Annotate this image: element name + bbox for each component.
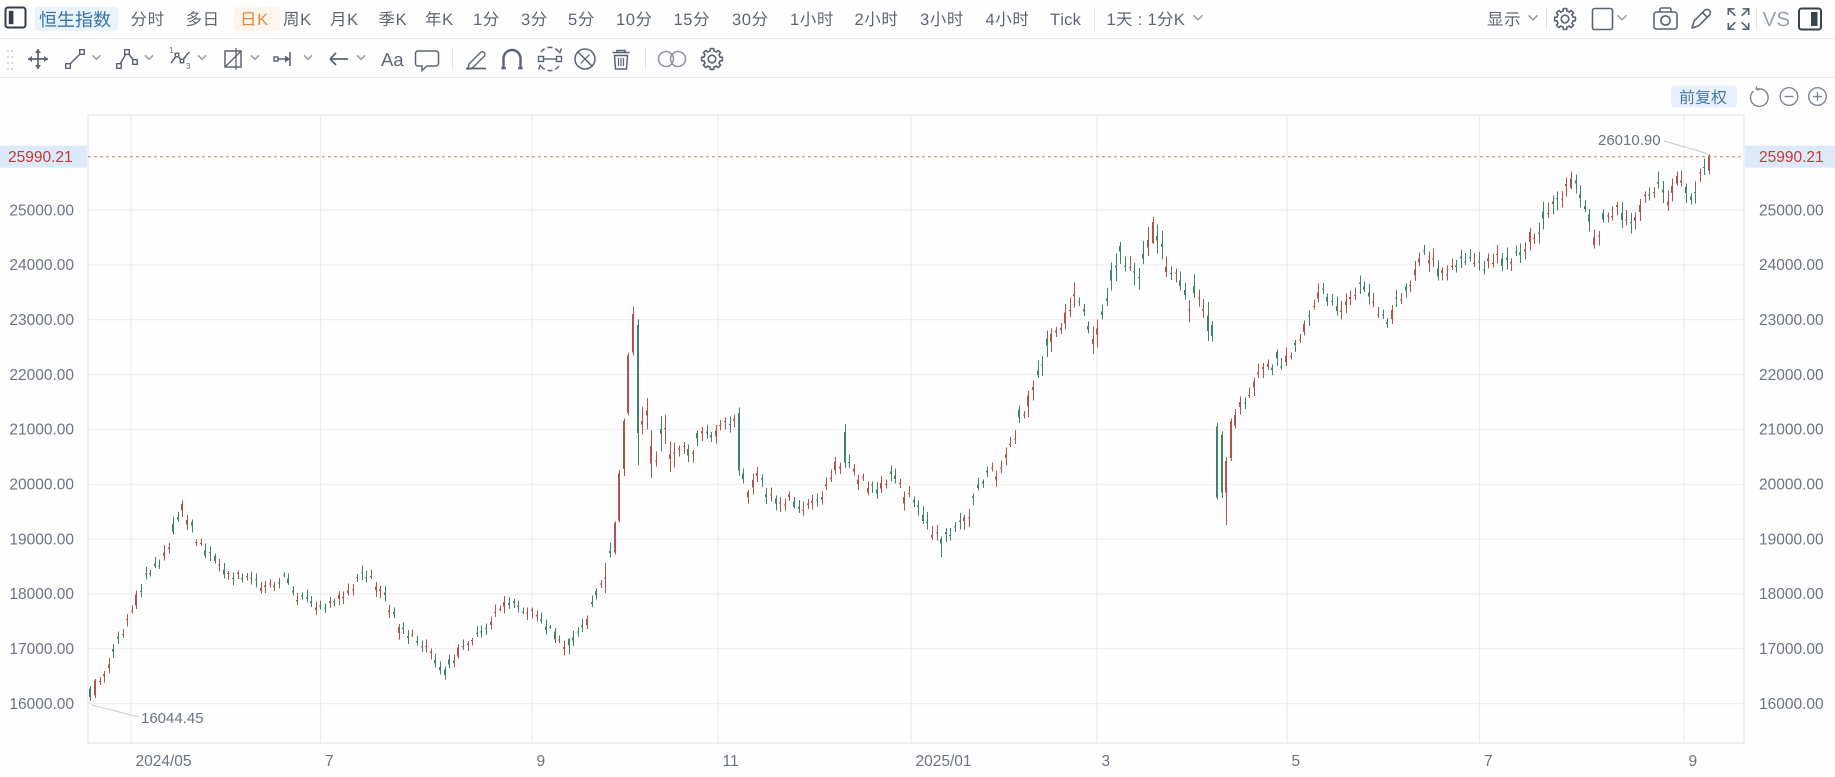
svg-text:16000.00: 16000.00 — [1759, 696, 1824, 713]
svg-text:20000.00: 20000.00 — [1759, 477, 1824, 494]
svg-text:19000.00: 19000.00 — [9, 531, 74, 548]
svg-text:26010.90: 26010.90 — [1598, 132, 1661, 149]
svg-text:7: 7 — [1484, 753, 1493, 770]
svg-text:17000.00: 17000.00 — [9, 641, 74, 658]
svg-text:5: 5 — [1292, 753, 1301, 770]
svg-text:9: 9 — [1689, 753, 1698, 770]
svg-text:21000.00: 21000.00 — [9, 422, 74, 439]
svg-text:1: 1 — [169, 46, 174, 55]
svg-text:24000.00: 24000.00 — [9, 257, 74, 274]
svg-text:21000.00: 21000.00 — [1759, 422, 1824, 439]
svg-text:18000.00: 18000.00 — [1759, 586, 1824, 603]
svg-text:24000.00: 24000.00 — [1759, 257, 1824, 274]
svg-text:11: 11 — [723, 753, 739, 770]
svg-text:25990.21: 25990.21 — [1759, 149, 1824, 166]
svg-text:7: 7 — [325, 753, 334, 770]
svg-text:3: 3 — [1102, 753, 1111, 770]
svg-text:2024/05: 2024/05 — [136, 753, 192, 770]
svg-text:3: 3 — [186, 62, 191, 71]
svg-text:22000.00: 22000.00 — [9, 367, 74, 384]
svg-text:25000.00: 25000.00 — [1759, 202, 1824, 219]
svg-text:19000.00: 19000.00 — [1759, 531, 1824, 548]
svg-text:22000.00: 22000.00 — [1759, 367, 1824, 384]
svg-text:16000.00: 16000.00 — [9, 696, 74, 713]
svg-text:23000.00: 23000.00 — [9, 312, 74, 329]
svg-text:20000.00: 20000.00 — [9, 477, 74, 494]
svg-text:23000.00: 23000.00 — [1759, 312, 1824, 329]
svg-text:9: 9 — [537, 753, 546, 770]
svg-text:25990.21: 25990.21 — [8, 149, 73, 166]
svg-text:16044.45: 16044.45 — [141, 710, 204, 727]
svg-text:18000.00: 18000.00 — [9, 586, 74, 603]
svg-text:2025/01: 2025/01 — [916, 753, 972, 770]
svg-text:25000.00: 25000.00 — [9, 202, 74, 219]
svg-text:17000.00: 17000.00 — [1759, 641, 1824, 658]
